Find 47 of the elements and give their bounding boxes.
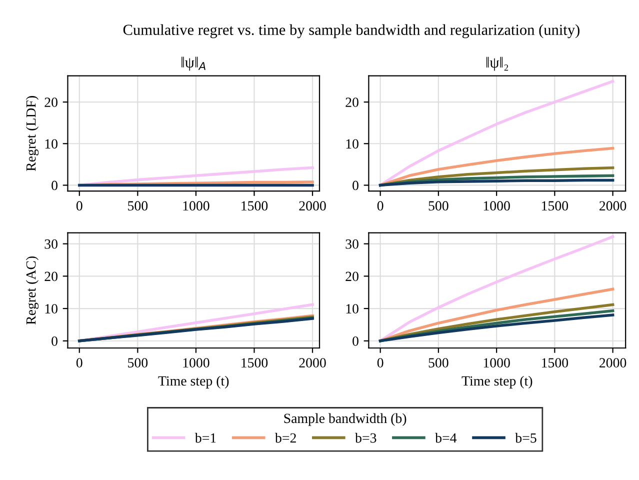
- x-tick-label: 500: [428, 358, 448, 368]
- y-tick-label: 30: [44, 239, 58, 249]
- x-tick-label: 2000: [600, 201, 626, 211]
- legend-label: b=3: [355, 432, 376, 443]
- chart-title: ‖ψ‖₂: [486, 56, 508, 71]
- x-tick-label: 1000: [484, 201, 510, 211]
- x-tick-label: 500: [128, 358, 148, 368]
- x-tick-label: 1500: [242, 201, 268, 211]
- y-tick-label: 20: [44, 272, 58, 282]
- x-tick-label: 0: [377, 358, 384, 368]
- x-tick-label: 1000: [484, 358, 510, 368]
- y-tick-label: 30: [346, 239, 358, 249]
- legend-title: Sample bandwidth (b): [284, 413, 406, 426]
- y-axis-title: Regret (LDF): [26, 96, 39, 172]
- x-tick-label: 1000: [183, 201, 210, 211]
- text: Cumulative regret vs. time by sample bandwidth and regularization (unity): [123, 24, 580, 38]
- y-tick-label: 10: [45, 304, 58, 314]
- y-tick-label: 20: [44, 98, 58, 107]
- x-tick-label: 500: [128, 201, 148, 211]
- y-tick-label: 0: [352, 180, 358, 190]
- x-tick-label: 1500: [242, 358, 268, 368]
- y-tick-label: 10: [45, 139, 58, 149]
- x-axis-title: Time step (t): [462, 376, 532, 388]
- y-tick-label: 20: [346, 272, 358, 282]
- x-tick-label: 0: [76, 358, 82, 368]
- x-tick-label: 0: [377, 201, 384, 211]
- y-axis-title: Regret (AC): [26, 256, 39, 325]
- legend-label: b=5: [515, 432, 536, 443]
- y-tick-label: 0: [352, 336, 358, 346]
- x-axis-title: Time step (t): [158, 376, 229, 388]
- x-tick-label: 500: [428, 201, 448, 211]
- y-tick-label: 10: [346, 139, 358, 149]
- x-tick-label: 2000: [299, 201, 326, 211]
- x-tick-label: 1500: [542, 201, 568, 211]
- x-tick-label: 1500: [542, 358, 568, 368]
- y-tick-label: 0: [52, 180, 58, 190]
- x-tick-label: 0: [76, 201, 82, 211]
- legend-label: b=2: [274, 432, 296, 443]
- x-tick-label: 2000: [600, 358, 626, 368]
- y-tick-label: 20: [346, 98, 358, 107]
- legend-label: b=4: [435, 432, 457, 443]
- y-tick-label: 0: [52, 336, 58, 346]
- x-tick-label: 2000: [299, 358, 326, 368]
- legend-label: b=1: [194, 432, 216, 443]
- chart-title: ‖ψ‖$_{A}$: [182, 56, 206, 71]
- y-tick-label: 10: [346, 304, 358, 314]
- x-tick-label: 1000: [183, 358, 210, 368]
